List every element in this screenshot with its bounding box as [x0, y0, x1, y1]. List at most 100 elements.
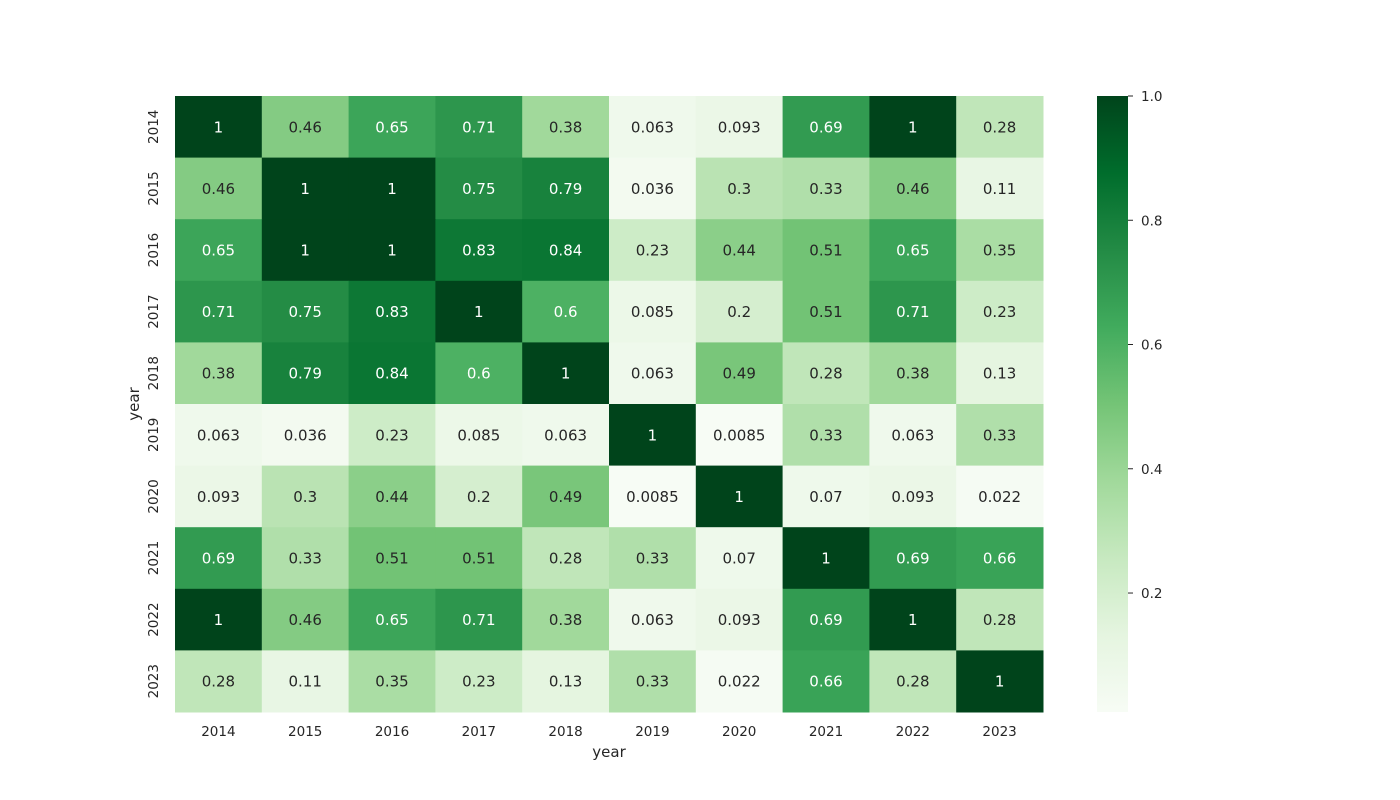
- heatmap-cell-value: 0.66: [809, 673, 842, 691]
- heatmap-cell: [261, 96, 350, 159]
- heatmap-cell: [522, 650, 610, 713]
- heatmap-cell-value: 0.093: [718, 118, 761, 136]
- colorbar-tick-label: 0.6: [1141, 338, 1162, 354]
- heatmap-cell: [956, 588, 1044, 651]
- heatmap-cell-value: 1: [561, 365, 571, 383]
- heatmap-cell-value: 1: [214, 611, 224, 629]
- heatmap-cell: [348, 465, 436, 528]
- heatmap-cell-value: 0.28: [983, 118, 1016, 136]
- heatmap-cell-value: 0.83: [375, 303, 408, 321]
- heatmap-cell-value: 0.46: [288, 118, 321, 136]
- y-tick-label: 2023: [146, 664, 162, 698]
- heatmap-cell: [348, 219, 436, 282]
- colorbar-ticks: 0.2 0.4 0.6 0.8 1.0: [1128, 89, 1162, 602]
- heatmap-cell: [609, 342, 697, 405]
- heatmap-cell: [348, 650, 436, 713]
- heatmap-cell-value: 0.093: [891, 488, 934, 506]
- y-tick-label: 2020: [146, 479, 162, 513]
- heatmap-cell-value: 0.063: [891, 426, 934, 444]
- heatmap-cell: [869, 219, 957, 282]
- heatmap-cell-value: 1: [908, 118, 918, 136]
- heatmap-cell: [695, 465, 784, 528]
- heatmap-cell: [435, 96, 523, 159]
- heatmap-cell-value: 0.69: [809, 118, 842, 136]
- heatmap-cell: [782, 96, 870, 159]
- x-tick-label: 2023: [982, 724, 1016, 740]
- heatmap-cell-value: 0.063: [631, 365, 674, 383]
- heatmap-cell: [522, 96, 610, 159]
- heatmap-cell: [175, 280, 263, 343]
- heatmap-cell-value: 0.28: [549, 550, 582, 568]
- heatmap-cell-value: 0.46: [288, 611, 321, 629]
- y-tick-label: 2014: [146, 110, 162, 144]
- heatmap-cell: [435, 342, 523, 405]
- colorbar-tick-label: 0.4: [1141, 462, 1162, 478]
- heatmap-cell-value: 0.33: [636, 550, 669, 568]
- heatmap-cell-value: 0.23: [462, 673, 495, 691]
- heatmap-cell-value: 0.23: [375, 426, 408, 444]
- heatmap-cell-value: 0.33: [809, 180, 842, 198]
- heatmap-cell-value: 0.84: [375, 365, 408, 383]
- heatmap-cell-value: 0.83: [462, 242, 495, 260]
- heatmap-cell: [956, 219, 1044, 282]
- heatmap-cell-value: 0.51: [375, 550, 408, 568]
- heatmap-cell: [435, 157, 523, 220]
- heatmap-cell: [435, 465, 523, 528]
- heatmap-cell: [695, 342, 784, 405]
- heatmap-cell-value: 0.79: [549, 180, 582, 198]
- heatmap-cell: [609, 404, 697, 467]
- heatmap-cell-value: 1: [300, 242, 310, 260]
- heatmap-cell: [435, 280, 523, 343]
- heatmap-cell-value: 0.022: [718, 673, 761, 691]
- y-axis-label: year: [125, 386, 143, 420]
- heatmap-cell: [869, 650, 957, 713]
- heatmap-cell: [348, 527, 436, 590]
- heatmap-cell: [956, 650, 1044, 713]
- heatmap-cell: [175, 650, 263, 713]
- heatmap-cell: [522, 342, 610, 405]
- heatmap-cell-value: 0.33: [288, 550, 321, 568]
- heatmap-cell: [348, 342, 436, 405]
- heatmap-cell-value: 0.51: [809, 242, 842, 260]
- heatmap-cell: [348, 96, 436, 159]
- heatmap-cell-value: 0.23: [636, 242, 669, 260]
- heatmap-cell-value: 0.33: [636, 673, 669, 691]
- heatmap-cell: [175, 96, 263, 159]
- heatmap-cell: [609, 465, 697, 528]
- colorbar-tick-label: 0.2: [1141, 586, 1162, 602]
- heatmap-cell: [695, 280, 784, 343]
- heatmap-cell: [522, 588, 610, 651]
- heatmap-cell: [261, 219, 350, 282]
- heatmap-cell-value: 0.036: [284, 426, 327, 444]
- heatmap-cell-value: 0.093: [718, 611, 761, 629]
- heatmap-cell: [782, 588, 870, 651]
- heatmap-cell: [782, 157, 870, 220]
- heatmap-cell: [695, 157, 784, 220]
- heatmap-cell: [175, 588, 263, 651]
- heatmap-cell-value: 0.11: [983, 180, 1016, 198]
- heatmap-cell: [175, 527, 263, 590]
- y-tick-label: 2018: [146, 356, 162, 390]
- x-tick-label: 2021: [809, 724, 843, 740]
- y-tick-label: 2021: [146, 541, 162, 575]
- heatmap-cell: [782, 342, 870, 405]
- heatmap-cell-value: 0.2: [727, 303, 751, 321]
- heatmap-cell-value: 0.28: [809, 365, 842, 383]
- heatmap-cell: [609, 157, 697, 220]
- heatmap-cell-value: 0.51: [462, 550, 495, 568]
- heatmap-cell: [435, 404, 523, 467]
- heatmap-cell-value: 0.0085: [626, 488, 679, 506]
- heatmap-cell-value: 1: [648, 426, 658, 444]
- heatmap-cell: [609, 650, 697, 713]
- x-tick-label: 2016: [375, 724, 409, 740]
- heatmap-cell: [695, 404, 784, 467]
- heatmap-cell-value: 0.69: [809, 611, 842, 629]
- x-tick-label: 2019: [635, 724, 669, 740]
- heatmap-cell: [782, 465, 870, 528]
- heatmap-cell-value: 0.13: [983, 365, 1016, 383]
- heatmap-cell-value: 0.71: [896, 303, 929, 321]
- heatmap-cell-value: 0.49: [549, 488, 582, 506]
- heatmap-cell-value: 0.46: [896, 180, 929, 198]
- heatmap-cell-value: 0.71: [462, 611, 495, 629]
